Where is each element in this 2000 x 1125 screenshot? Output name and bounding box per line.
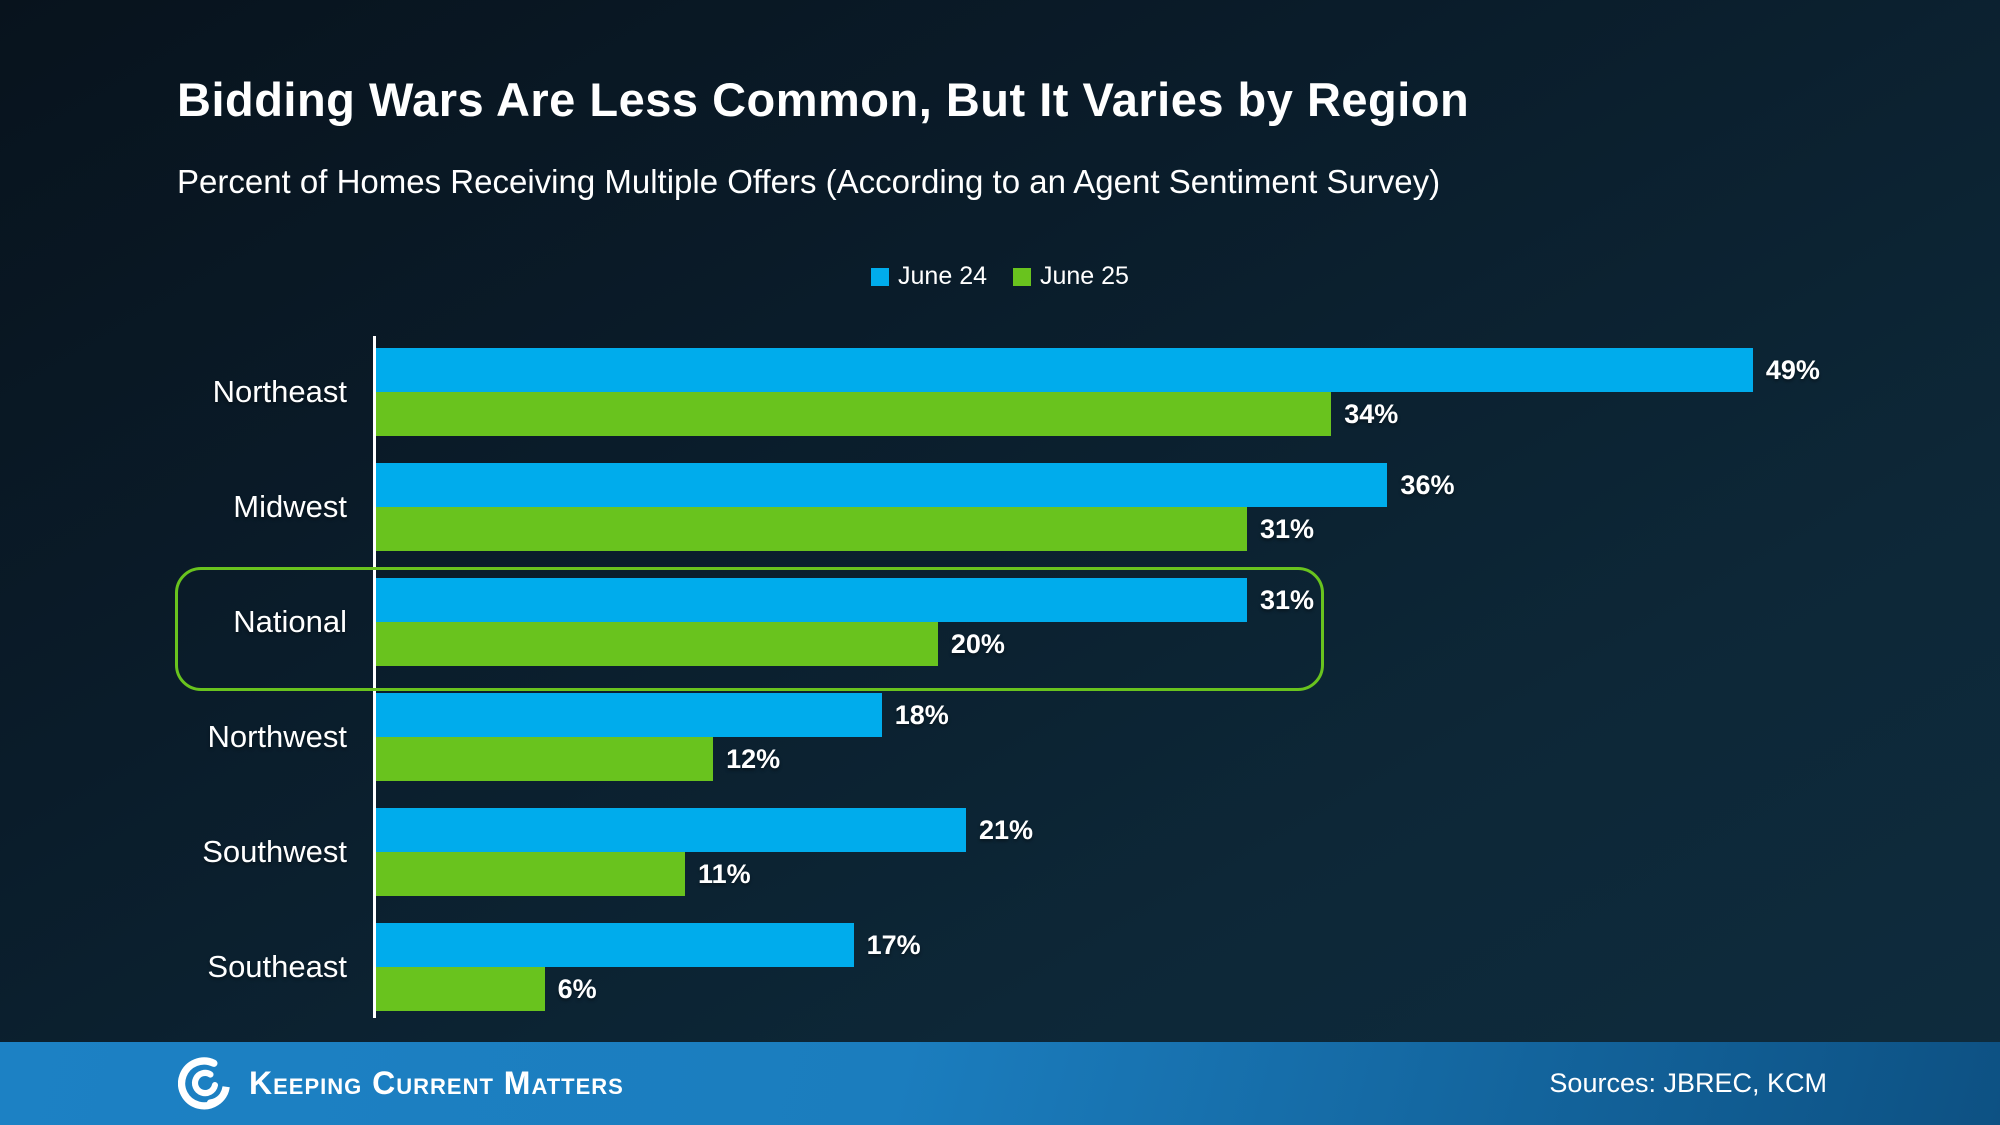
bar-row-midwest: Midwest 36% 31%	[0, 463, 2000, 551]
bar-line-june-24: 49%	[376, 348, 2000, 392]
bar-line-june-25: 6%	[376, 967, 2000, 1011]
value-label: 18%	[894, 699, 949, 730]
value-label: 31%	[1259, 584, 1314, 615]
value-label: 36%	[1400, 469, 1455, 500]
bar-june-24	[376, 923, 854, 967]
legend-swatch-june-24	[871, 267, 890, 286]
y-axis-line	[373, 336, 376, 1018]
bars-midwest: 36% 31%	[376, 463, 2000, 551]
row-label: Northwest	[207, 719, 347, 754]
value-label: 49%	[1765, 354, 1820, 385]
bar-row-northwest: Northwest 18% 12%	[0, 693, 2000, 781]
row-label: National	[233, 604, 347, 639]
value-label: 11%	[698, 858, 751, 889]
value-label: 12%	[726, 743, 781, 774]
bar-row-national: National 31% 20%	[0, 567, 2000, 691]
bar-chart: Northeast 49% 34% Midwest 36% 31% National 31% 2…	[0, 336, 2000, 1038]
bars-national: 31% 20%	[376, 578, 2000, 666]
bar-line-june-25: 31%	[376, 507, 2000, 551]
bar-june-25	[376, 507, 1247, 551]
bar-line-june-25: 34%	[376, 392, 2000, 436]
bar-june-25	[376, 392, 1332, 436]
bar-june-24	[376, 578, 1247, 622]
value-label: 20%	[950, 628, 1005, 659]
bar-line-june-24: 36%	[376, 463, 2000, 507]
bar-line-june-24: 17%	[376, 923, 2000, 967]
row-label: Southeast	[207, 949, 347, 984]
bar-line-june-25: 11%	[376, 852, 2000, 896]
row-label: Northeast	[212, 374, 347, 409]
bars-northwest: 18% 12%	[376, 693, 2000, 781]
legend-item-june-25: June 25	[1013, 262, 1129, 291]
kcm-swirl-logo-icon	[178, 1056, 230, 1109]
bar-june-25	[376, 622, 938, 666]
bar-june-24	[376, 808, 966, 852]
bar-line-june-24: 31%	[376, 578, 2000, 622]
legend-item-june-24: June 24	[871, 262, 987, 291]
bar-line-june-25: 20%	[376, 622, 2000, 666]
value-label: 31%	[1259, 513, 1314, 544]
brand-name: Keeping Current Matters	[249, 1065, 624, 1101]
bar-june-25	[376, 967, 545, 1011]
value-label: 34%	[1344, 398, 1399, 429]
bar-june-25	[376, 852, 686, 896]
chart-rows: Northeast 49% 34% Midwest 36% 31% National 31% 2…	[0, 348, 2000, 1011]
bar-line-june-24: 21%	[376, 808, 2000, 852]
legend: June 24 June 25	[0, 262, 2000, 291]
bars-southwest: 21% 11%	[376, 808, 2000, 896]
page-title: Bidding Wars Are Less Common, But It Var…	[177, 73, 1470, 126]
bar-row-southwest: Southwest 21% 11%	[0, 808, 2000, 896]
brand: Keeping Current Matters	[178, 1056, 624, 1112]
row-label: Southwest	[202, 834, 347, 869]
row-label: Midwest	[233, 489, 347, 524]
bar-row-northeast: Northeast 49% 34%	[0, 348, 2000, 436]
bars-northeast: 49% 34%	[376, 348, 2000, 436]
bar-june-25	[376, 737, 714, 781]
footer: Keeping Current Matters Sources: JBREC, …	[0, 1042, 2000, 1125]
bar-row-southeast: Southeast 17% 6%	[0, 923, 2000, 1011]
bar-line-june-24: 18%	[376, 693, 2000, 737]
chart-subtitle: Percent of Homes Receiving Multiple Offe…	[177, 163, 1441, 200]
value-label: 17%	[866, 929, 921, 960]
bars-southeast: 17% 6%	[376, 923, 2000, 1011]
value-label: 6%	[557, 973, 597, 1004]
bar-june-24	[376, 348, 1753, 392]
legend-label: June 24	[898, 262, 987, 290]
legend-swatch-june-25	[1013, 267, 1031, 286]
legend-label: June 25	[1040, 262, 1129, 290]
bar-june-24	[376, 693, 882, 737]
bar-line-june-25: 12%	[376, 737, 2000, 781]
sources-text: Sources: JBREC, KCM	[1549, 1068, 1827, 1098]
bar-june-24	[376, 463, 1388, 507]
value-label: 21%	[978, 814, 1034, 845]
